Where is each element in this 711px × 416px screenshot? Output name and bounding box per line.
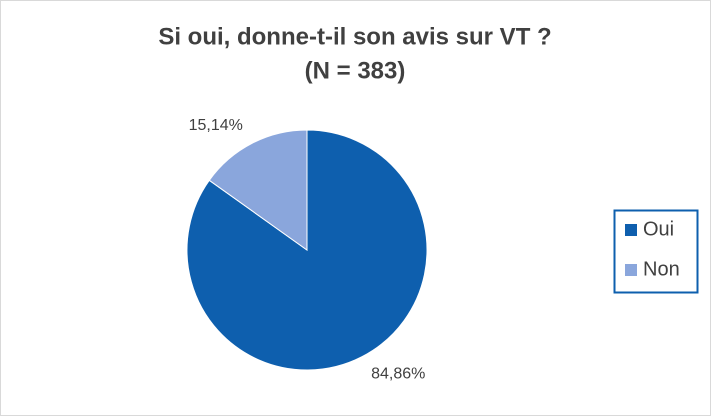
legend-swatch <box>625 264 637 276</box>
legend-swatch <box>625 224 637 236</box>
legend-label: Non <box>643 258 680 280</box>
data-label: 84,86% <box>371 366 425 383</box>
chart-subtitle: (N = 383) <box>305 57 406 84</box>
legend-label: Oui <box>643 218 674 240</box>
chart-title: Si oui, donne-t-il son avis sur VT ? <box>158 23 551 50</box>
data-label: 15,14% <box>189 117 243 134</box>
pie-slice <box>208 129 308 251</box>
